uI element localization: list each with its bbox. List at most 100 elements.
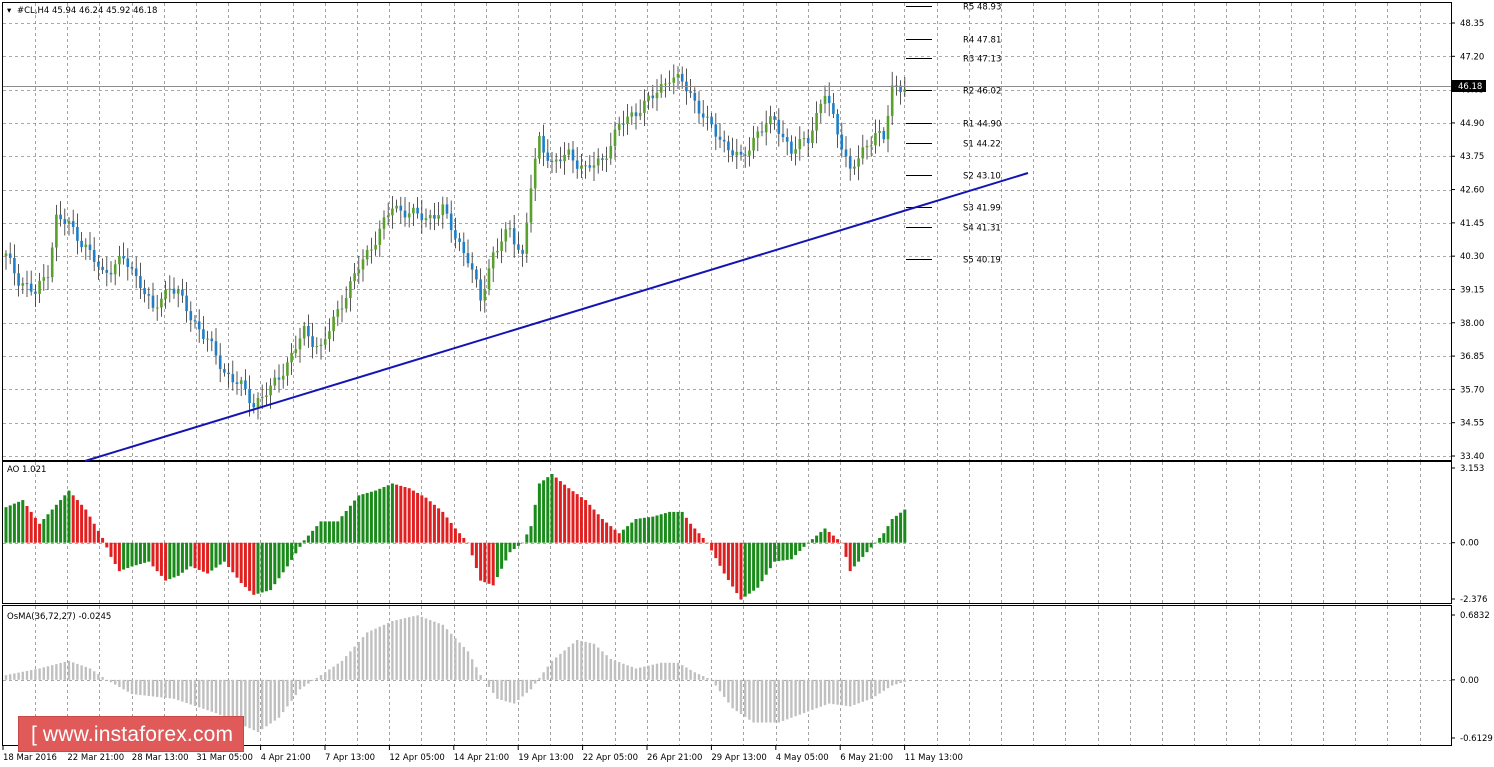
osma-bar	[311, 679, 314, 681]
ao-bar	[756, 542, 760, 588]
candle-body	[735, 151, 739, 156]
osma-bar	[382, 624, 386, 680]
osma-bar	[483, 679, 486, 682]
osma-bar	[840, 679, 843, 706]
candle-body	[756, 131, 760, 138]
ao-bar	[550, 473, 554, 543]
y-tick-label: 39.15	[1460, 285, 1484, 295]
candle-body	[668, 82, 671, 84]
x-tick-label: 7 Apr 13:00	[325, 753, 375, 763]
ao-bar	[600, 519, 604, 543]
osma-bar	[328, 669, 331, 680]
candle-body	[407, 213, 411, 218]
ao-bar	[327, 521, 331, 543]
ao-bar	[474, 542, 478, 568]
candle-body	[412, 207, 415, 214]
osma-bar	[143, 679, 146, 696]
osma-bar	[55, 664, 58, 680]
osma-bar	[592, 643, 596, 680]
ao-bar	[227, 542, 231, 567]
candle-body	[769, 116, 772, 125]
candle-body	[517, 244, 520, 250]
ao-bar	[621, 529, 625, 543]
osma-bar	[655, 663, 659, 680]
candle-body	[273, 377, 277, 386]
osma-bar	[802, 679, 806, 714]
osma-bar	[588, 642, 591, 680]
osma-bar	[735, 679, 738, 712]
osma-bar	[681, 665, 684, 680]
osma-bar	[424, 618, 428, 680]
ao-bar	[596, 514, 600, 543]
osma-bar	[668, 662, 671, 680]
candle-body	[882, 130, 886, 140]
candle-body	[731, 150, 734, 156]
ao-bar	[571, 491, 575, 543]
osma-bar	[240, 679, 243, 725]
candle-body	[42, 277, 46, 281]
x-tick-label: 29 Apr 13:00	[711, 753, 766, 763]
candle-body	[659, 83, 663, 93]
osma-bar	[529, 679, 533, 690]
candle-body	[689, 91, 692, 93]
axis-labels: 48.3547.2046.0544.9043.7542.6041.4540.30…	[2, 19, 1493, 763]
osma-bar	[786, 679, 789, 720]
ao-bar	[689, 523, 693, 543]
osma-bar	[609, 658, 612, 680]
candle-body	[176, 289, 180, 294]
ao-bar	[403, 487, 407, 543]
ao-bar	[852, 542, 856, 567]
candle-body	[307, 325, 310, 337]
osma-bar	[500, 679, 503, 701]
osma-bar	[639, 667, 642, 680]
osma-bar	[349, 651, 352, 680]
ao-bar	[180, 542, 184, 573]
pivot-label: S4 41.31	[963, 224, 1001, 234]
osma-bar	[781, 679, 785, 721]
ao-bar	[59, 500, 63, 543]
candle-body	[286, 362, 289, 376]
osma-bar	[634, 668, 638, 680]
ao-panel-frame	[2, 461, 1452, 604]
osma-bar	[525, 679, 528, 693]
y-tick-label: 43.75	[1460, 152, 1484, 162]
candle-body	[67, 221, 71, 224]
ao-bar	[96, 530, 100, 543]
ao-bar	[332, 521, 336, 543]
ao-bar	[752, 542, 756, 591]
candle-body	[80, 240, 83, 248]
current-price-tag	[1452, 80, 1486, 92]
ao-bar	[201, 542, 205, 572]
ao-bar	[873, 542, 877, 544]
osma-bar	[340, 660, 344, 680]
candle-body	[344, 298, 348, 309]
y-tick-label: -0.6129	[1460, 734, 1493, 744]
osma-bar	[177, 679, 180, 701]
candle-body	[189, 311, 193, 321]
candle-body	[798, 139, 802, 150]
osma-bar	[139, 679, 142, 696]
osma-bar	[25, 670, 29, 680]
osma-bar	[105, 679, 108, 681]
osma-bar	[97, 674, 100, 680]
osma-bar	[664, 662, 667, 680]
candle-body	[785, 137, 789, 142]
osma-bar	[765, 679, 768, 723]
osma-bar	[903, 679, 906, 682]
ao-bar	[558, 481, 562, 543]
candle-body	[760, 131, 764, 133]
y-tick-label: 44.90	[1460, 119, 1484, 129]
ao-bar	[605, 522, 609, 543]
candle-body	[386, 215, 390, 218]
candle-body	[231, 374, 235, 383]
ao-bar	[857, 542, 861, 562]
ao-bar	[810, 539, 814, 543]
ao-bar	[693, 528, 697, 543]
x-tick-label: 31 Mar 05:00	[196, 753, 253, 763]
candle-body	[147, 294, 151, 296]
ao-bar	[25, 505, 29, 543]
ao-bar	[222, 542, 226, 562]
osma-bar	[160, 679, 163, 698]
candle-body	[370, 249, 373, 251]
symbol-dropdown-icon[interactable]: ▾	[7, 6, 12, 16]
